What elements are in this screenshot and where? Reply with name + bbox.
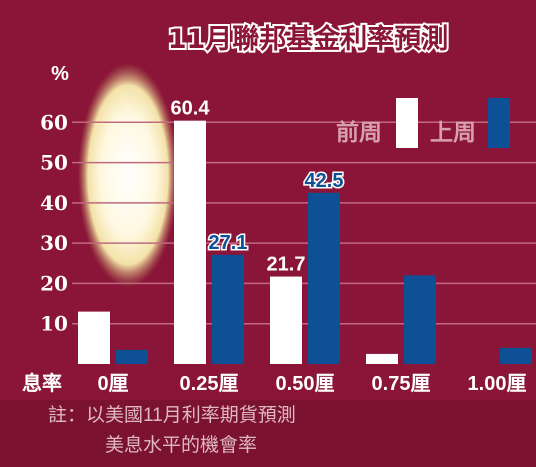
y-tick-label: 10 (40, 312, 68, 336)
legend-swatch-previous-week (396, 98, 418, 148)
x-axis-label: 息率 (22, 371, 62, 395)
y-tick-label: 20 (40, 271, 68, 295)
bar (116, 349, 148, 364)
x-tick-label: 0.25厘 (180, 373, 239, 395)
decorative-glow (78, 63, 178, 287)
y-tick-label: 60 (40, 110, 68, 134)
data-labels: 60.4 27.1 21.7 42.5 (171, 98, 345, 276)
y-tick-label: 50 (40, 151, 68, 175)
legend-swatch-last-week (488, 98, 510, 148)
note-line-1: 註：以美國11月利率期貨預測 (48, 404, 296, 426)
bar (174, 120, 206, 364)
y-axis-label: % (51, 63, 69, 85)
footer-band (0, 400, 536, 467)
y-tick-labels: 10 20 30 40 50 60 (40, 110, 68, 335)
data-label: 27.1 (209, 232, 248, 254)
bars (78, 120, 532, 364)
legend: 前周 上周 (336, 98, 510, 148)
chart-title: 11月聯邦基金利率預測 (168, 23, 449, 55)
bar (212, 254, 244, 364)
bar (78, 311, 110, 364)
bar (404, 275, 436, 364)
x-tick-label: 0.75厘 (372, 373, 431, 395)
legend-label-previous-week: 前周 (336, 119, 382, 145)
bar (270, 276, 302, 364)
x-tick-labels: 0厘 0.25厘 0.50厘 0.75厘 1.00厘 (97, 373, 526, 395)
y-tick-label: 30 (40, 231, 68, 255)
bar (500, 347, 532, 364)
gridlines (72, 121, 536, 325)
y-tick-label: 40 (40, 191, 68, 215)
data-label: 21.7 (267, 254, 306, 276)
x-tick-label: 1.00厘 (468, 373, 527, 395)
bar (308, 192, 340, 364)
x-tick-label: 0厘 (97, 373, 128, 395)
data-label: 60.4 (171, 98, 211, 120)
data-label: 42.5 (305, 170, 344, 192)
legend-label-last-week: 上周 (430, 119, 476, 145)
bar (366, 353, 398, 364)
note-line-2: 美息水平的機會率 (105, 434, 257, 456)
x-tick-label: 0.50厘 (276, 373, 335, 395)
